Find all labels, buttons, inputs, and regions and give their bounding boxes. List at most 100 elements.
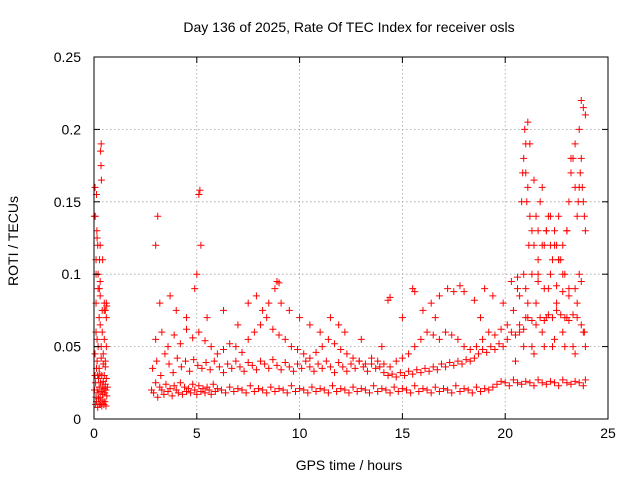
data-point [528, 270, 536, 278]
y-tick-label: 0.05 [54, 339, 81, 355]
data-point [398, 354, 406, 362]
data-point [322, 357, 330, 365]
data-point [581, 343, 589, 351]
data-point [442, 328, 450, 336]
data-point [524, 118, 532, 126]
data-point [464, 386, 472, 394]
chart-title: Day 136 of 2025, Rate Of TEC Index for r… [183, 19, 514, 35]
data-point [96, 321, 104, 329]
data-point [534, 277, 542, 285]
data-point [579, 328, 587, 336]
data-point [530, 350, 538, 358]
data-point [324, 335, 332, 343]
data-point [528, 227, 536, 235]
data-point [580, 212, 588, 220]
data-point [275, 385, 283, 393]
data-point [571, 140, 579, 148]
data-point [511, 331, 519, 339]
data-point [423, 386, 431, 394]
data-point [196, 186, 204, 194]
plot-frame [93, 56, 609, 420]
data-point [296, 385, 304, 393]
data-point [194, 361, 202, 369]
data-point [563, 227, 571, 235]
data-point [173, 354, 181, 362]
data-point [521, 125, 529, 133]
data-point [294, 345, 302, 353]
data-point [198, 364, 206, 372]
data-point [555, 256, 563, 264]
data-point [450, 288, 458, 296]
data-point [407, 389, 415, 397]
data-point [573, 314, 581, 322]
data-point [220, 306, 228, 314]
data-point [102, 374, 110, 382]
data-point [226, 383, 234, 391]
data-point [511, 357, 519, 365]
data-point [553, 282, 561, 290]
data-point [528, 317, 536, 325]
data-point [536, 314, 544, 322]
data-point [409, 370, 417, 378]
data-point [331, 369, 339, 377]
data-point [269, 356, 277, 364]
data-point [100, 335, 108, 343]
data-point [448, 331, 456, 339]
data-point [97, 162, 105, 170]
data-point [207, 390, 215, 398]
data-point [454, 357, 462, 365]
data-point [575, 379, 583, 387]
data-point [489, 383, 497, 391]
data-point [213, 350, 221, 358]
data-point [567, 380, 575, 388]
data-point [559, 328, 567, 336]
data-point [318, 343, 326, 351]
data-point [573, 212, 581, 220]
data-point [573, 299, 581, 307]
data-point [470, 354, 478, 362]
data-point [363, 367, 371, 375]
data-point [252, 292, 260, 300]
data-point [150, 389, 158, 397]
data-point [302, 357, 310, 365]
data-point [374, 357, 382, 365]
data-point [320, 386, 328, 394]
data-point [259, 386, 267, 394]
data-point [316, 328, 324, 336]
data-point [548, 256, 556, 264]
data-point [454, 335, 462, 343]
data-point [472, 383, 480, 391]
data-point [279, 386, 287, 394]
data-point [271, 387, 279, 395]
data-point [497, 377, 505, 385]
data-point [551, 335, 559, 343]
data-point [516, 328, 524, 336]
data-point [161, 350, 169, 358]
data-point [442, 363, 450, 371]
data-point [380, 369, 388, 377]
data-point [474, 350, 482, 358]
data-point [316, 385, 324, 393]
data-point [294, 360, 302, 368]
data-point [520, 343, 528, 351]
data-point [93, 234, 101, 242]
data-point [195, 328, 203, 336]
data-point [577, 321, 585, 329]
data-point [207, 343, 215, 351]
data-point [298, 364, 306, 372]
data-point [544, 212, 552, 220]
data-point [353, 387, 361, 395]
x-tick-label: 15 [395, 425, 411, 441]
data-point [240, 367, 248, 375]
data-point [210, 357, 218, 365]
data-point [343, 367, 351, 375]
data-point [530, 176, 538, 184]
data-point [530, 382, 538, 390]
data-point [516, 292, 524, 300]
data-point [532, 321, 540, 329]
x-axis-title: GPS time / hours [296, 457, 403, 473]
data-point [271, 285, 279, 293]
data-point [374, 387, 382, 395]
data-point [567, 169, 575, 177]
data-point [228, 364, 236, 372]
